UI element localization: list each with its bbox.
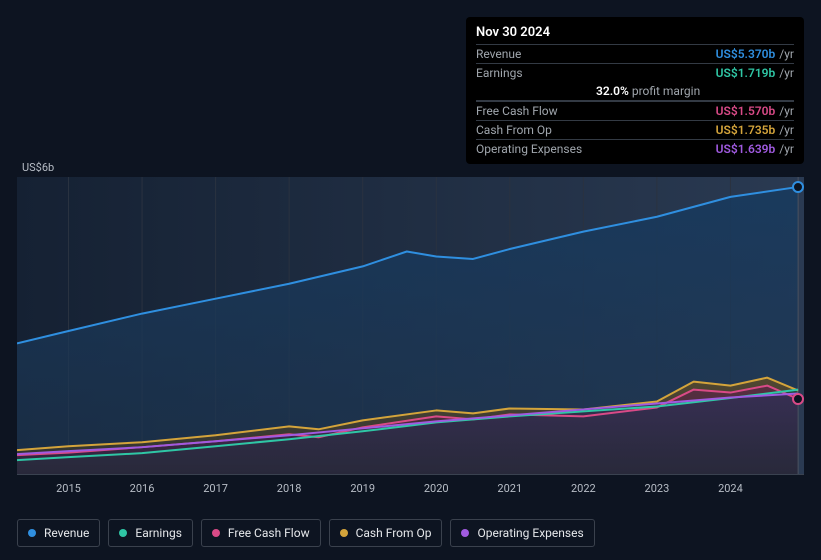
x-tick-label: 2024 (718, 482, 743, 495)
legend-item-cash-from-op[interactable]: Cash From Op (329, 519, 443, 547)
legend-label: Earnings (135, 526, 182, 540)
tooltip-row-label: Revenue (476, 47, 596, 61)
legend-label: Cash From Op (356, 526, 432, 540)
tooltip-row: Revenue US$5.370b/yr (476, 44, 794, 63)
legend-label: Free Cash Flow (228, 526, 310, 540)
tooltip-row-value: US$1.719b (716, 66, 776, 80)
tooltip-row-value: US$1.735b (716, 123, 776, 137)
legend-item-operating-expenses[interactable]: Operating Expenses (450, 519, 594, 547)
tooltip-row-suffix: /yr (779, 104, 794, 118)
chart-plot-area[interactable] (17, 177, 804, 475)
tooltip-row-label: Earnings (476, 66, 596, 80)
x-tick-label: 2018 (277, 482, 302, 495)
legend-dot-icon (461, 529, 469, 537)
y-axis-max-label: US$6b (22, 161, 54, 174)
tooltip-row-value: US$1.639b (716, 142, 776, 156)
x-tick-label: 2022 (571, 482, 596, 495)
tooltip-row-value: US$1.570b (716, 104, 776, 118)
x-tick-label: 2016 (130, 482, 155, 495)
tooltip-profit-margin: 32.0% profit margin (476, 82, 794, 101)
x-tick-label: 2015 (56, 482, 81, 495)
tooltip-row-value: US$5.370b (716, 47, 776, 61)
legend-item-earnings[interactable]: Earnings (108, 519, 193, 547)
legend-dot-icon (212, 529, 220, 537)
tooltip-row: Earnings US$1.719b/yr (476, 63, 794, 82)
x-tick-label: 2020 (424, 482, 449, 495)
tooltip-row: Cash From Op US$1.735b/yr (476, 120, 794, 139)
series-end-marker (792, 393, 804, 405)
legend-dot-icon (340, 529, 348, 537)
tooltip-row-label: Free Cash Flow (476, 104, 596, 118)
x-tick-label: 2017 (203, 482, 228, 495)
legend-item-revenue[interactable]: Revenue (17, 519, 100, 547)
x-tick-label: 2019 (350, 482, 375, 495)
tooltip-row: Operating Expenses US$1.639b/yr (476, 139, 794, 158)
legend-label: Revenue (44, 526, 89, 540)
tooltip-row-suffix: /yr (779, 66, 794, 80)
tooltip-row-suffix: /yr (779, 47, 794, 61)
tooltip-row-suffix: /yr (779, 123, 794, 137)
legend-item-free-cash-flow[interactable]: Free Cash Flow (201, 519, 321, 547)
x-tick-label: 2023 (645, 482, 670, 495)
legend-dot-icon (28, 529, 36, 537)
series-end-marker (792, 181, 804, 193)
tooltip-row-label: Cash From Op (476, 123, 596, 137)
legend-label: Operating Expenses (477, 526, 583, 540)
legend-dot-icon (119, 529, 127, 537)
tooltip-date: Nov 30 2024 (476, 23, 794, 44)
tooltip-row-label: Operating Expenses (476, 142, 596, 156)
legend: Revenue Earnings Free Cash Flow Cash From O… (17, 519, 595, 547)
tooltip-row-suffix: /yr (779, 142, 794, 156)
tooltip-panel: Nov 30 2024 Revenue US$5.370b/yr Earnings U… (466, 17, 804, 164)
x-tick-label: 2021 (497, 482, 522, 495)
tooltip-row: Free Cash Flow US$1.570b/yr (476, 101, 794, 120)
